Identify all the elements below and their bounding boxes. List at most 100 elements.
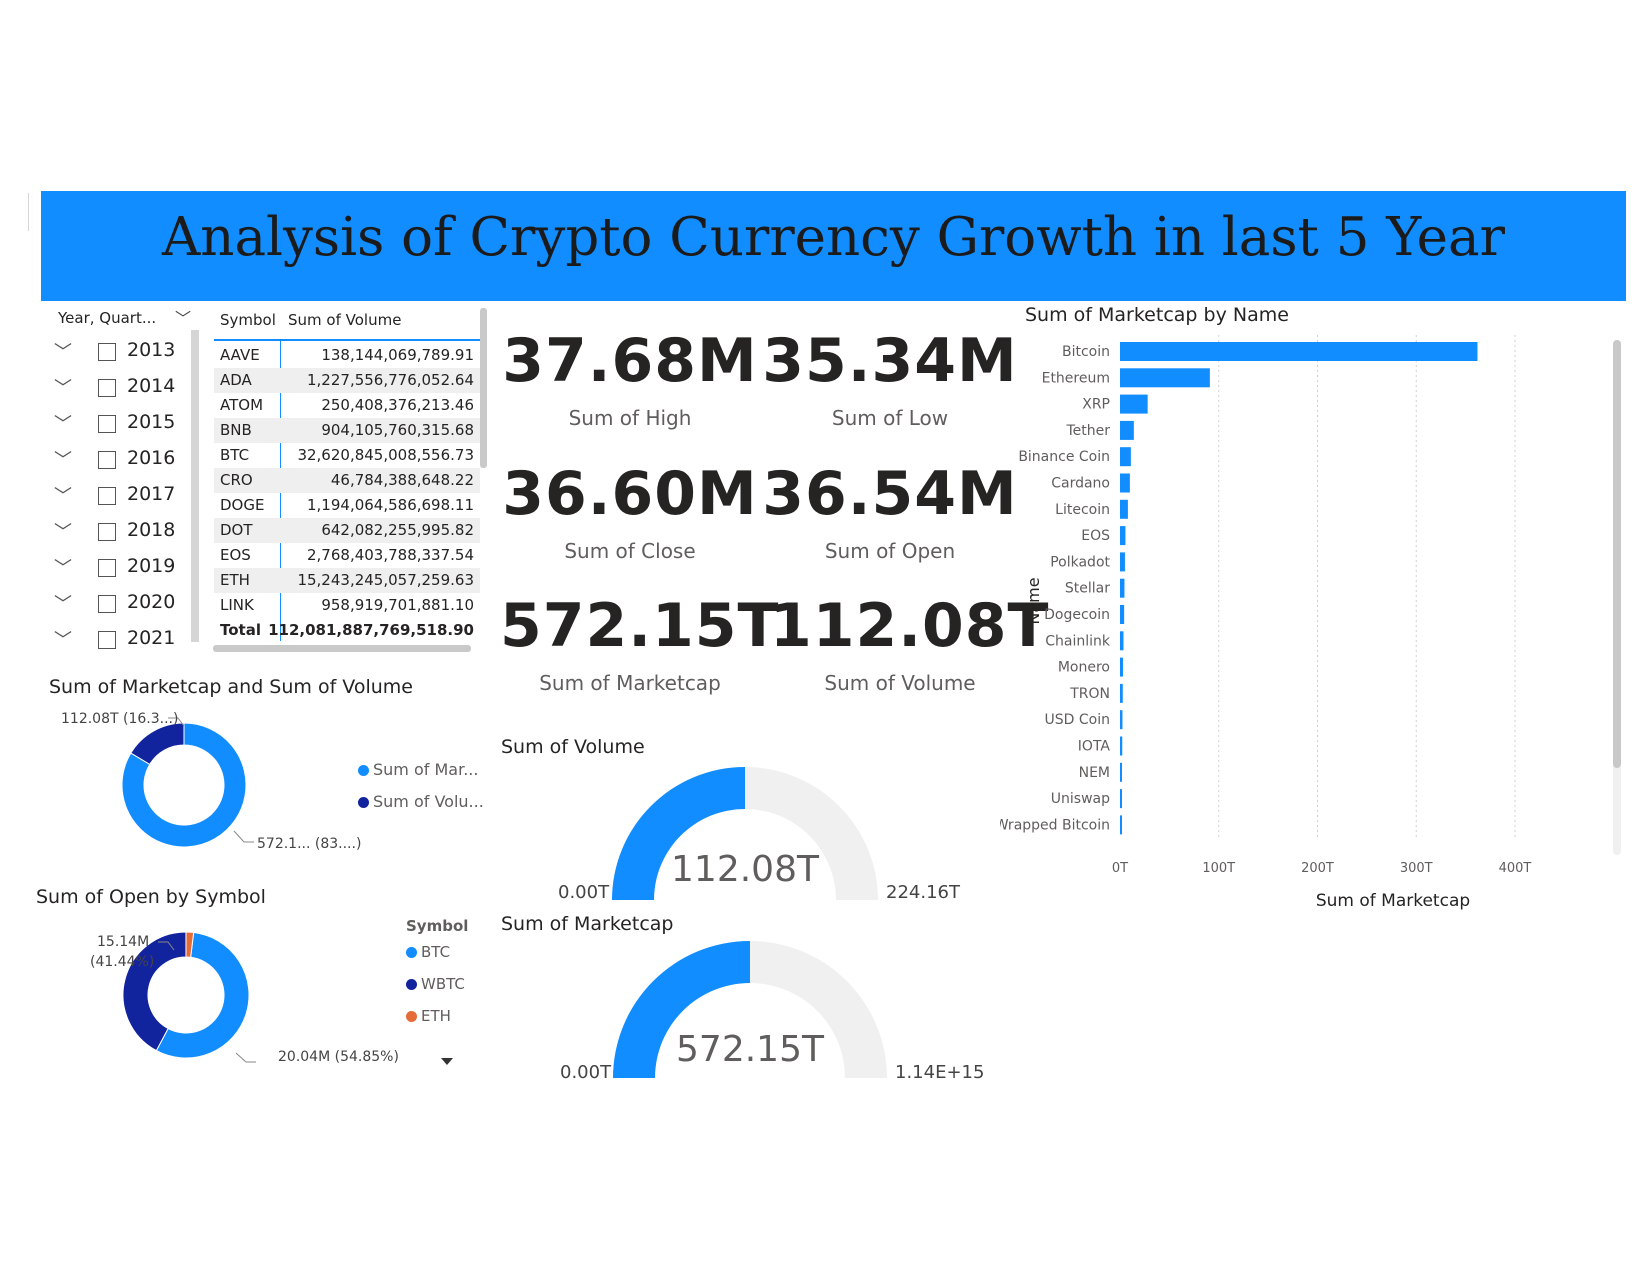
year-quarter-slicer[interactable]: Year, Quart... ﹀ ﹀ 2013 ﹀ 2014 ﹀ 2015 ﹀ 2016… xyxy=(44,305,204,651)
bar-tron[interactable] xyxy=(1120,683,1123,703)
donut-mc-vol-label-marketcap: 572.1... (83....) xyxy=(257,836,362,852)
slicer-item[interactable]: ﹀ 2017 xyxy=(54,482,204,514)
table-vertical-scrollbar[interactable] xyxy=(480,308,487,468)
x-tick-label: 300T xyxy=(1400,861,1433,876)
marketcap-by-name-bar-chart[interactable]: Bitcoin Ethereum XRP Tether Binance Coin Card… xyxy=(1000,330,1610,920)
table-row[interactable]: DOGE 1,194,064,586,698.11 xyxy=(214,493,480,518)
donut-mc-vol-chart[interactable] xyxy=(60,700,420,860)
checkbox[interactable] xyxy=(98,595,116,613)
bar-bitcoin[interactable] xyxy=(1120,342,1478,361)
cell-symbol: ADA xyxy=(220,371,252,389)
chevron-down-icon[interactable]: ﹀ xyxy=(54,522,72,543)
table-row[interactable]: CRO 46,784,388,648.22 xyxy=(214,468,480,493)
bar-binance-coin[interactable] xyxy=(1120,447,1131,467)
column-header-volume[interactable]: Sum of Volume xyxy=(288,311,402,329)
slicer-item[interactable]: ﹀ 2019 xyxy=(54,554,204,586)
bar-eos[interactable] xyxy=(1120,526,1126,546)
chevron-down-icon[interactable]: ﹀ xyxy=(54,342,72,363)
chevron-down-icon[interactable]: ﹀ xyxy=(54,378,72,399)
donut-slice[interactable] xyxy=(122,931,187,1052)
bar-usd-coin[interactable] xyxy=(1120,710,1123,730)
donut-slice[interactable] xyxy=(130,722,185,766)
cell-symbol: BTC xyxy=(220,446,250,464)
legend-item-volume[interactable]: Sum of Volu... xyxy=(358,792,484,811)
legend-item-eth[interactable]: ETH xyxy=(406,1007,451,1025)
bar-litecoin[interactable] xyxy=(1120,499,1128,519)
checkbox[interactable] xyxy=(98,559,116,577)
legend-item-marketcap[interactable]: Sum of Mar... xyxy=(358,760,478,779)
slicer-item[interactable]: ﹀ 2021 xyxy=(54,626,204,658)
slicer-scrollbar[interactable] xyxy=(191,330,199,642)
slicer-item[interactable]: ﹀ 2015 xyxy=(54,410,204,442)
slicer-item[interactable]: ﹀ 2016 xyxy=(54,446,204,478)
chevron-down-icon[interactable]: ﹀ xyxy=(54,414,72,435)
table-row[interactable]: BNB 904,105,760,315.68 xyxy=(214,418,480,443)
x-tick-label: 200T xyxy=(1301,861,1334,876)
table-row[interactable]: BTC 32,620,845,008,556.73 xyxy=(214,443,480,468)
bar-cardano[interactable] xyxy=(1120,473,1130,493)
cell-symbol: ATOM xyxy=(220,396,264,414)
left-edge-marker xyxy=(28,193,29,231)
bar-tether[interactable] xyxy=(1120,420,1134,440)
bar-ethereum[interactable] xyxy=(1120,368,1210,388)
y-category-label: Bitcoin xyxy=(1062,344,1110,360)
checkbox[interactable] xyxy=(98,415,116,433)
bar-monero[interactable] xyxy=(1120,657,1123,677)
slicer-item[interactable]: ﹀ 2014 xyxy=(54,374,204,406)
donut-open-label-wbtc-percent: (41.44%) xyxy=(90,954,155,970)
donut-open-chart[interactable] xyxy=(60,910,420,1080)
table-row[interactable]: LINK 958,919,701,881.10 xyxy=(214,593,480,618)
y-category-label: Stellar xyxy=(1065,581,1110,597)
table-row[interactable]: ATOM 250,408,376,213.46 xyxy=(214,393,480,418)
slicer-item[interactable]: ﹀ 2020 xyxy=(54,590,204,622)
gauge-marketcap-chart[interactable] xyxy=(605,933,905,1083)
bar-polkadot[interactable] xyxy=(1120,552,1125,572)
checkbox[interactable] xyxy=(98,523,116,541)
legend-item-wbtc[interactable]: WBTC xyxy=(406,975,465,993)
page-title: Analysis of Crypto Currency Growth in la… xyxy=(162,207,1505,268)
chevron-down-icon[interactable]: ﹀ xyxy=(54,594,72,615)
table-row[interactable]: ETH 15,243,245,057,259.63 xyxy=(214,568,480,593)
legend-scroll-down-icon[interactable] xyxy=(441,1058,453,1065)
bar-chainlink[interactable] xyxy=(1120,631,1124,651)
chevron-down-icon[interactable]: ﹀ xyxy=(54,450,72,471)
legend-title: Symbol xyxy=(406,917,469,935)
chevron-down-icon[interactable]: ﹀ xyxy=(54,558,72,579)
slicer-item[interactable]: ﹀ 2018 xyxy=(54,518,204,550)
chevron-down-icon[interactable]: ﹀ xyxy=(175,309,192,328)
table-row[interactable]: DOT 642,082,255,995.82 xyxy=(214,518,480,543)
table-row[interactable]: AAVE 138,144,069,789.91 xyxy=(214,343,480,368)
donut-slice[interactable] xyxy=(121,722,247,848)
bar-xrp[interactable] xyxy=(1120,394,1148,414)
bar-stellar[interactable] xyxy=(1120,578,1125,598)
column-header-symbol[interactable]: Symbol xyxy=(220,311,276,329)
checkbox[interactable] xyxy=(98,451,116,469)
chevron-down-icon[interactable]: ﹀ xyxy=(54,486,72,507)
bar-nem[interactable] xyxy=(1120,762,1122,782)
donut-slice[interactable] xyxy=(185,931,195,958)
checkbox[interactable] xyxy=(98,631,116,649)
kpi-sum-close-label: Sum of Close xyxy=(564,539,696,563)
bar-iota[interactable] xyxy=(1120,736,1123,756)
donut-slice[interactable] xyxy=(155,931,250,1059)
checkbox[interactable] xyxy=(98,379,116,397)
chevron-down-icon[interactable]: ﹀ xyxy=(54,630,72,651)
slicer-item-label: 2014 xyxy=(127,375,176,397)
y-category-label: Cardano xyxy=(1051,476,1110,492)
bar-uniswap[interactable] xyxy=(1120,789,1122,809)
y-category-label: Dogecoin xyxy=(1044,607,1110,623)
table-row[interactable]: EOS 2,768,403,788,337.54 xyxy=(214,543,480,568)
bar-chart-scrollbar[interactable] xyxy=(1613,340,1621,768)
slicer-item-label: 2021 xyxy=(127,627,176,649)
checkbox[interactable] xyxy=(98,343,116,361)
slicer-item-label: 2018 xyxy=(127,519,176,541)
slicer-item[interactable]: ﹀ 2013 xyxy=(54,338,204,370)
legend-marker xyxy=(358,765,369,776)
table-horizontal-scrollbar[interactable] xyxy=(213,645,471,652)
bar-wrapped-bitcoin[interactable] xyxy=(1120,815,1122,835)
legend-item-btc[interactable]: BTC xyxy=(406,943,450,961)
checkbox[interactable] xyxy=(98,487,116,505)
table-row[interactable]: ADA 1,227,556,776,052.64 xyxy=(214,368,480,393)
bar-dogecoin[interactable] xyxy=(1120,605,1125,624)
gauge-volume-chart[interactable] xyxy=(600,755,900,905)
